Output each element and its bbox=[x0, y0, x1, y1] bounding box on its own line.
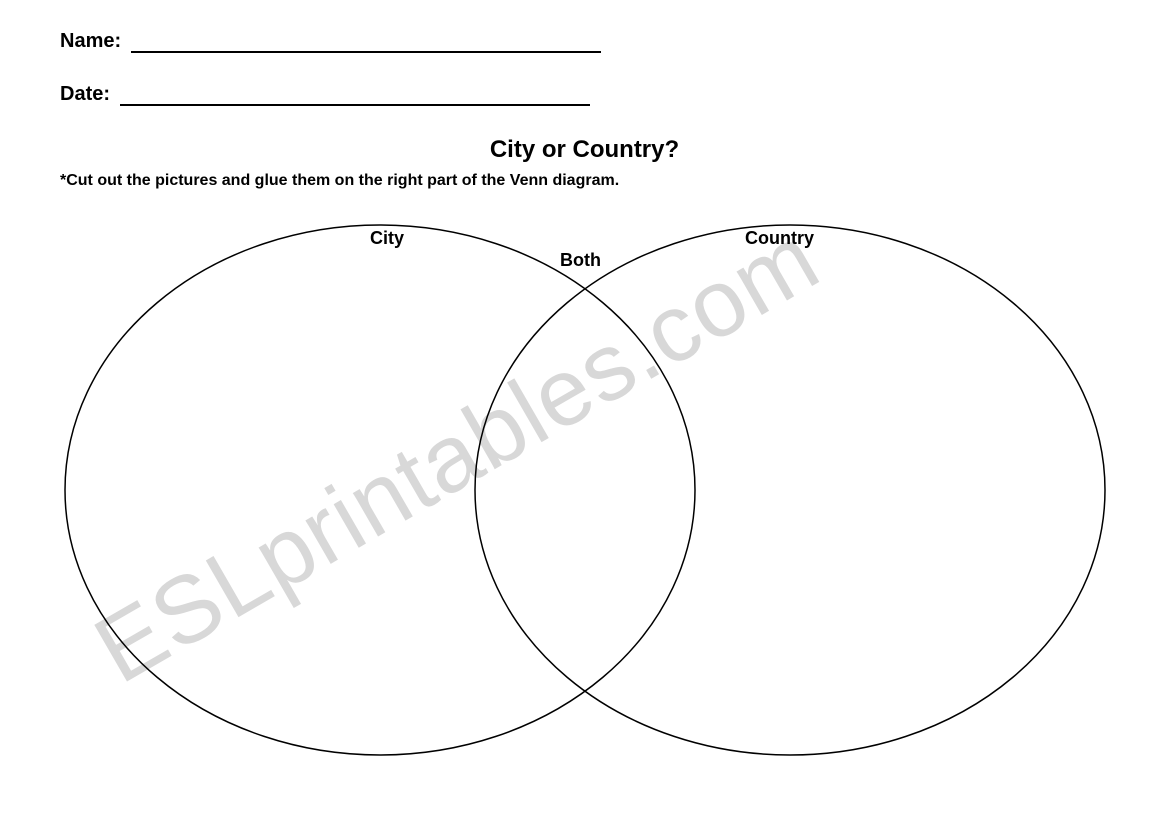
header-section: Name: Date: bbox=[0, 0, 1169, 106]
venn-right-circle bbox=[475, 225, 1105, 755]
venn-left-circle bbox=[65, 225, 695, 755]
venn-label-center: Both bbox=[560, 250, 601, 271]
venn-label-right: Country bbox=[745, 228, 814, 249]
venn-diagram-svg bbox=[0, 200, 1169, 760]
name-input-line[interactable] bbox=[131, 31, 601, 53]
date-field-row: Date: bbox=[60, 83, 1109, 106]
name-label: Name: bbox=[60, 30, 121, 53]
date-label: Date: bbox=[60, 83, 110, 106]
name-field-row: Name: bbox=[60, 30, 1109, 53]
worksheet-title: City or Country? bbox=[0, 136, 1169, 164]
worksheet-instructions: *Cut out the pictures and glue them on t… bbox=[0, 172, 1169, 190]
venn-label-left: City bbox=[370, 228, 404, 249]
date-input-line[interactable] bbox=[120, 84, 590, 106]
venn-diagram-container: City Both Country bbox=[0, 200, 1169, 760]
